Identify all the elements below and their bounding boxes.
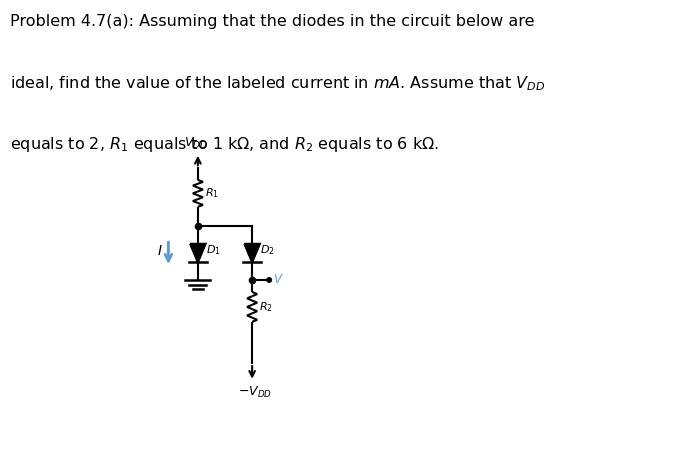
Text: $R_1$: $R_1$: [205, 186, 219, 200]
Text: Problem 4.7(a): Assuming that the diodes in the circuit below are: Problem 4.7(a): Assuming that the diodes…: [10, 14, 535, 29]
Polygon shape: [244, 244, 260, 262]
Polygon shape: [190, 244, 206, 262]
Text: $D_2$: $D_2$: [260, 243, 274, 257]
Text: $V_{DD}$: $V_{DD}$: [184, 136, 207, 151]
Text: $D_1$: $D_1$: [206, 243, 220, 257]
Text: equals to 2, $R_1$ equals to 1 kΩ, and $R_2$ equals to 6 kΩ.: equals to 2, $R_1$ equals to 1 kΩ, and $…: [10, 135, 439, 154]
Text: $R_2$: $R_2$: [259, 300, 273, 314]
Text: $-V_{DD}$: $-V_{DD}$: [238, 385, 272, 400]
Text: ideal, find the value of the labeled current in $mA$. Assume that $V_{DD}$: ideal, find the value of the labeled cur…: [10, 75, 546, 93]
Text: $I$: $I$: [157, 244, 162, 258]
Text: $V$: $V$: [273, 274, 284, 287]
